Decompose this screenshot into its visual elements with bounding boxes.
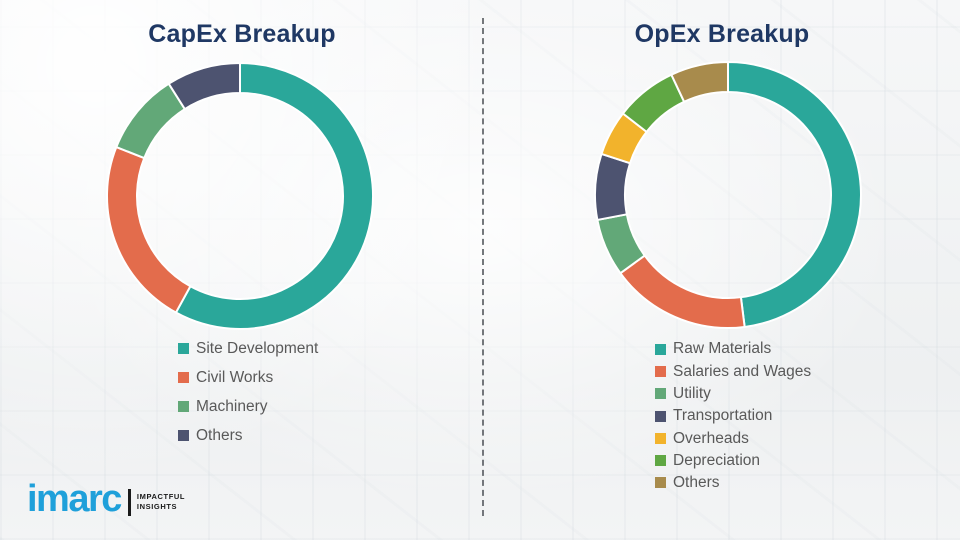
legend-item-others: Others [655, 472, 811, 494]
legend-swatch [655, 343, 666, 355]
logo-tagline-line2: INSIGHTS [136, 502, 178, 511]
opex-chart-title: OpEx Breakup [634, 20, 810, 48]
logo-tagline: IMPACTFUL INSIGHTS [137, 492, 185, 512]
legend-swatch [655, 455, 666, 467]
legend-swatch [178, 430, 189, 441]
donut-segment-machinery [115, 82, 186, 160]
logo-divider-bar [127, 488, 131, 516]
legend-swatch [655, 432, 666, 444]
legend-label: Site Development [196, 339, 319, 357]
opex-donut-chart [594, 61, 862, 329]
imarc-logo: imarc IMPACTFUL INSIGHTS [27, 480, 185, 518]
legend-item-utility: Utility [655, 383, 811, 405]
legend-swatch [655, 365, 666, 377]
donut-segment-site-development [174, 62, 374, 330]
legend-swatch [655, 410, 666, 422]
legend-item-depreciation: Depreciation [655, 449, 811, 471]
donut-segment-civil-works [106, 146, 192, 314]
logo-tagline-line1: IMPACTFUL [136, 492, 186, 502]
legend-swatch [655, 388, 666, 400]
legend-item-site-development: Site Development [178, 334, 318, 363]
legend-swatch [178, 401, 189, 412]
legend-item-transportation: Transportation [655, 405, 811, 427]
legend-label: Depreciation [673, 451, 761, 469]
legend-item-others: Others [178, 421, 318, 450]
legend-item-machinery: Machinery [178, 392, 318, 421]
legend-label: Raw Materials [673, 340, 772, 358]
donut-segment-raw-materials [727, 61, 862, 328]
legend-label: Others [673, 474, 720, 492]
legend-swatch [655, 477, 666, 489]
legend-label: Others [196, 426, 243, 444]
legend-label: Overheads [673, 429, 749, 447]
legend-label: Salaries and Wages [673, 362, 812, 380]
dashed-divider-line [482, 18, 484, 516]
donut-segment-salaries-and-wages [619, 254, 746, 329]
legend-label: Transportation [673, 407, 773, 425]
legend-item-salaries-and-wages: Salaries and Wages [655, 360, 811, 382]
donut-segment-others [670, 61, 729, 103]
legend-swatch [178, 372, 189, 383]
donut-segment-transportation [594, 152, 632, 221]
legend-label: Utility [673, 384, 711, 402]
legend-item-raw-materials: Raw Materials [655, 338, 811, 360]
donut-segment-others [167, 62, 241, 111]
opex-legend: Raw Materials Salaries and Wages Utility Tr… [655, 338, 811, 494]
legend-label: Civil Works [196, 368, 274, 386]
capex-chart-title: CapEx Breakup [148, 20, 336, 48]
legend-swatch [178, 343, 189, 354]
capex-legend: Site Development Civil Works Machinery Othe… [178, 334, 318, 450]
capex-donut-chart [106, 62, 374, 330]
legend-item-overheads: Overheads [655, 427, 811, 449]
legend-item-civil-works: Civil Works [178, 363, 318, 392]
legend-label: Machinery [196, 397, 268, 415]
imarc-wordmark: imarc [27, 478, 122, 520]
